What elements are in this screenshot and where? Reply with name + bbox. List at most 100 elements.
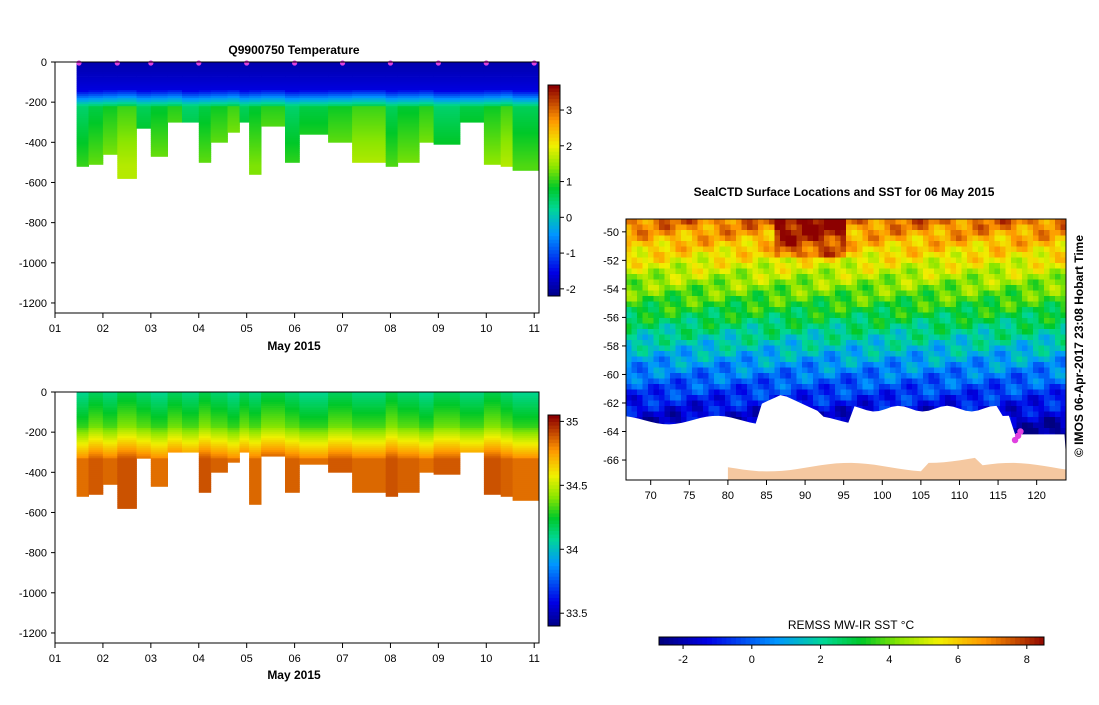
sst-cell [857, 357, 863, 363]
y-tick-label: -800 [25, 218, 47, 230]
sst-cell [929, 351, 935, 357]
sst-cell [1017, 368, 1023, 374]
sst-cell [863, 263, 869, 269]
sst-cell [846, 368, 852, 374]
sst-cell [819, 247, 825, 253]
sst-cell [791, 357, 797, 363]
sst-cell [687, 329, 693, 335]
sst-cell [709, 362, 715, 368]
sst-cell [830, 263, 836, 269]
sst-cell [1028, 291, 1034, 297]
sst-cell [824, 258, 830, 264]
sst-cell [819, 269, 825, 275]
sst-cell [681, 285, 687, 291]
sst-cell [945, 280, 951, 286]
sst-cell [1017, 335, 1023, 341]
section-cell [285, 478, 300, 480]
sst-cell [1022, 313, 1028, 319]
sst-cell [1022, 241, 1028, 247]
sst-cell [835, 252, 841, 258]
sst-cell [1028, 346, 1034, 352]
sst-cell [868, 291, 874, 297]
sst-cell [665, 291, 671, 297]
colorbar-swatch [548, 440, 560, 444]
sst-cell [1006, 340, 1012, 346]
sst-cell [879, 373, 885, 379]
section-cell [117, 148, 137, 150]
sst-cell [731, 274, 737, 280]
sst-cell [659, 329, 665, 335]
sst-cell [863, 346, 869, 352]
colorbar-swatch [548, 577, 560, 581]
colorbar-swatch [548, 545, 560, 549]
sst-cell [868, 285, 874, 291]
sst-cell [648, 329, 654, 335]
section-cell [117, 124, 137, 126]
sst-cell [736, 241, 742, 247]
sst-cell [643, 307, 649, 313]
sst-cell [786, 219, 792, 225]
sst-cell [753, 225, 759, 231]
sst-cell [808, 384, 814, 390]
sst-cell [1033, 373, 1039, 379]
sst-cell [626, 329, 632, 335]
sst-cell [753, 368, 759, 374]
sst-cell [863, 335, 869, 341]
sst-cell [907, 324, 913, 330]
sst-cell [643, 324, 649, 330]
sst-cell [901, 313, 907, 319]
sst-cell [978, 263, 984, 269]
x-tick-label: 03 [145, 323, 157, 335]
sst-cell [753, 280, 759, 286]
sst-cell [989, 351, 995, 357]
sst-cell [703, 225, 709, 231]
sst-cell [703, 291, 709, 297]
section-cell [501, 124, 513, 126]
sst-cell [973, 351, 979, 357]
sst-cell [709, 236, 715, 242]
sst-cell [714, 285, 720, 291]
sst-cell [830, 302, 836, 308]
sst-cell [846, 247, 852, 253]
sst-cell [736, 368, 742, 374]
sst-cell [742, 368, 748, 374]
sst-cell [665, 379, 671, 385]
y-tick-label: 0 [41, 57, 47, 69]
sst-cell [918, 379, 924, 385]
section-cell [77, 428, 89, 430]
salinity-plot-area [77, 392, 540, 509]
sst-cell [670, 362, 676, 368]
sst-cell [901, 285, 907, 291]
sst-cell [940, 274, 946, 280]
sst-cell [626, 313, 632, 319]
sst-cell [1011, 335, 1017, 341]
sst-cell [1061, 318, 1067, 324]
sst-cell [901, 335, 907, 341]
sst-cell [857, 335, 863, 341]
colorbar-swatch [548, 598, 560, 602]
sst-cell [692, 307, 698, 313]
sst-cell [945, 225, 951, 231]
sst-cell [643, 340, 649, 346]
sst-cell [1011, 340, 1017, 346]
sst-cell [967, 274, 973, 280]
sst-cell [709, 247, 715, 253]
sst-cell [890, 373, 896, 379]
sst-cell [978, 379, 984, 385]
sst-cell [1022, 318, 1028, 324]
sst-cell [802, 351, 808, 357]
sst-cell [786, 362, 792, 368]
sst-cell [929, 373, 935, 379]
sst-cell [786, 296, 792, 302]
sst-cell [797, 219, 803, 225]
sst-cell [687, 368, 693, 374]
sst-cell [874, 247, 880, 253]
sst-cell [857, 247, 863, 253]
sst-cell [934, 296, 940, 302]
section-cell [77, 74, 89, 76]
sst-cell [1061, 357, 1067, 363]
sst-cell [819, 373, 825, 379]
section-cell [249, 74, 261, 76]
sst-cell [764, 368, 770, 374]
sst-cell [747, 368, 753, 374]
